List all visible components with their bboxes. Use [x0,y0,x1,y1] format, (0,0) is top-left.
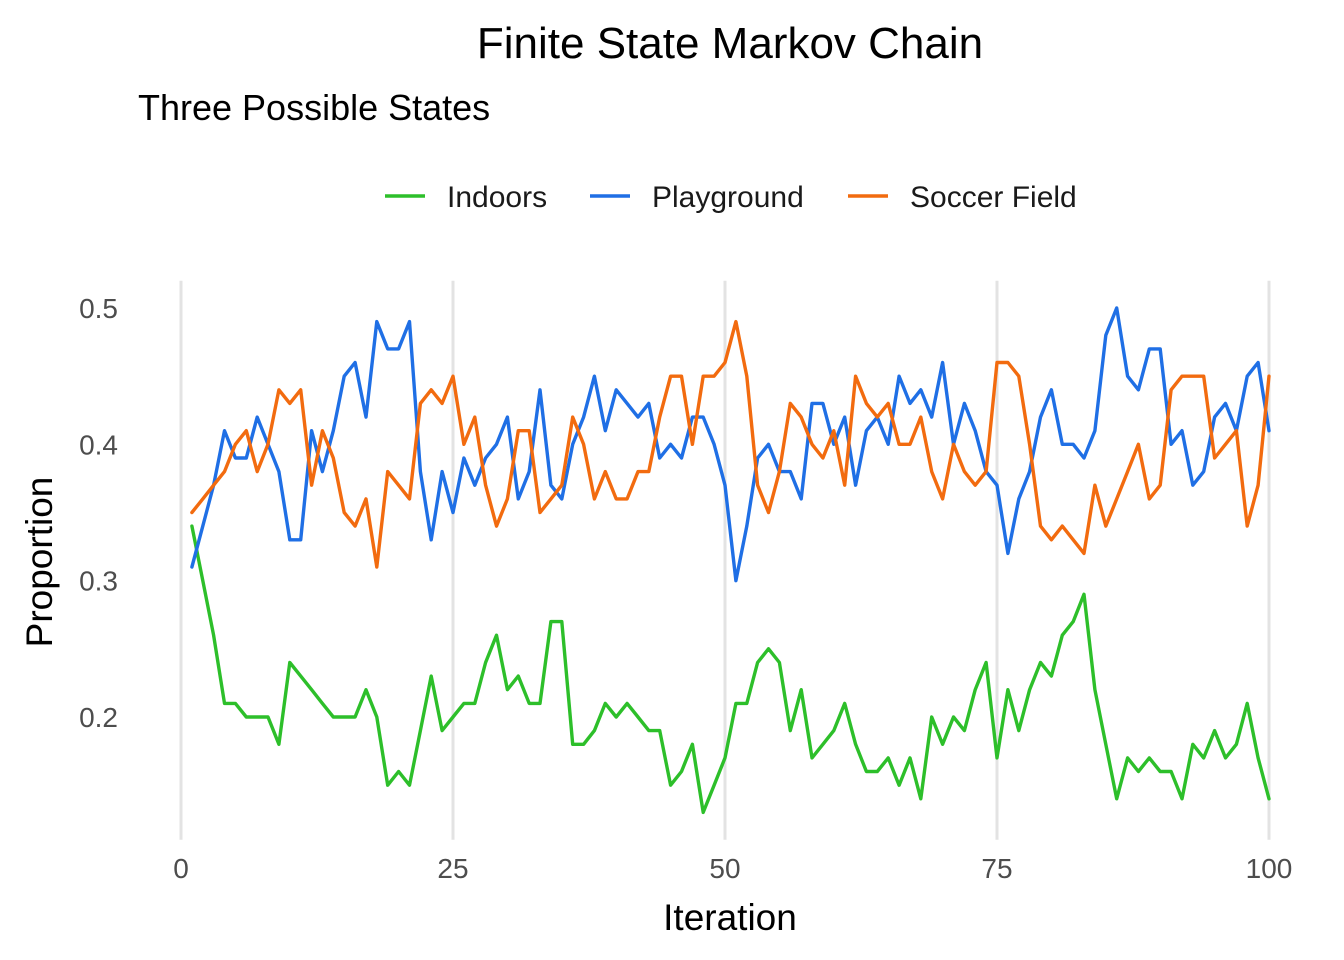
y-axis-title: Proportion [19,477,60,648]
x-axis-title: Iteration [663,897,797,938]
x-tick-label: 50 [709,853,740,884]
legend-label-indoors: Indoors [447,181,547,214]
x-tick-label: 100 [1246,853,1293,884]
legend: Indoors Playground Soccer Field [385,181,1077,214]
chart-title: Finite State Markov Chain [477,19,983,68]
y-tick-label: 0.2 [79,702,118,733]
legend-label-playground: Playground [652,181,804,214]
series-line-indoors [190,524,1271,815]
y-axis-ticks: 0.2 0.3 0.4 0.5 [79,293,118,733]
legend-label-soccer-field: Soccer Field [910,181,1077,214]
chart-subtitle: Three Possible States [138,87,490,128]
series-line-playground [190,306,1271,583]
series-line-soccer-field [190,319,1271,569]
y-tick-label: 0.5 [79,293,118,324]
series-lines [190,306,1271,815]
x-tick-label: 0 [173,853,189,884]
x-tick-label: 75 [981,853,1012,884]
y-tick-label: 0.4 [79,429,118,460]
x-axis-ticks: 0 25 50 75 100 [173,853,1292,884]
y-tick-label: 0.3 [79,566,118,597]
x-tick-label: 25 [437,853,468,884]
